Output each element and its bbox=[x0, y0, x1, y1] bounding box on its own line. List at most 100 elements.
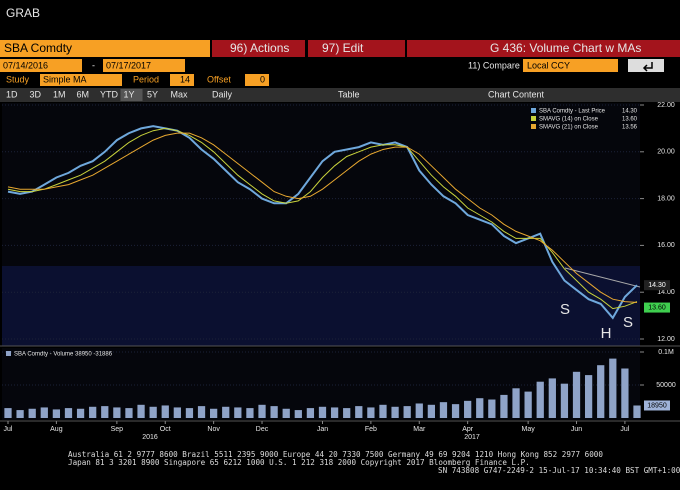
volume-bar bbox=[234, 407, 242, 418]
ticker-field[interactable] bbox=[0, 40, 210, 57]
volume-bar bbox=[318, 406, 327, 418]
year-label: 2016 bbox=[142, 434, 158, 441]
y-tick-label: 0.1M bbox=[658, 349, 674, 356]
x-tick-label: Nov bbox=[207, 426, 220, 433]
value-tag bbox=[644, 302, 670, 313]
range-button[interactable]: 1D bbox=[6, 89, 18, 99]
volume-bar bbox=[572, 371, 581, 418]
title-bar bbox=[407, 40, 680, 57]
volume-bar bbox=[476, 398, 484, 418]
year-label: 2017 bbox=[464, 434, 480, 441]
pattern-label: S bbox=[560, 301, 570, 318]
volume-bar bbox=[125, 408, 133, 418]
x-tick-label: Dec bbox=[256, 426, 269, 433]
moving-average bbox=[7, 132, 638, 303]
period-field[interactable] bbox=[170, 74, 194, 86]
volume-bar bbox=[113, 407, 121, 418]
volume-bar bbox=[379, 404, 387, 418]
x-tick-label: Mar bbox=[413, 426, 426, 433]
x-tick-label: Oct bbox=[160, 426, 171, 433]
y-tick-label: 50000 bbox=[656, 382, 676, 389]
volume-bar bbox=[488, 399, 496, 418]
range-button[interactable]: 1M bbox=[53, 89, 66, 99]
volume-bar bbox=[173, 407, 181, 418]
volume-bar bbox=[560, 383, 569, 418]
offset-label: Offset bbox=[207, 74, 231, 84]
footer-line: SN 743808 G747-2249-2 15-Jul-17 10:34:40… bbox=[438, 466, 680, 475]
volume-bar bbox=[28, 408, 36, 418]
range-button[interactable]: 3D bbox=[30, 89, 42, 99]
actions-label: 96) Actions bbox=[230, 41, 289, 55]
price-line bbox=[7, 125, 638, 320]
range-button[interactable]: 5Y bbox=[147, 89, 158, 99]
end-date: 07/17/2017 bbox=[106, 60, 151, 70]
volume-bar bbox=[64, 408, 73, 418]
legend-swatch bbox=[6, 351, 11, 356]
table-button[interactable]: Table bbox=[338, 89, 360, 99]
pattern-label: H bbox=[601, 325, 612, 342]
pattern-label: S bbox=[623, 314, 633, 331]
value-tag bbox=[644, 400, 670, 411]
volume-bar bbox=[439, 402, 448, 418]
currency-field[interactable] bbox=[523, 59, 618, 72]
x-tick-label: Aug bbox=[50, 426, 63, 433]
volume-bar bbox=[355, 406, 363, 418]
end-date-field[interactable] bbox=[103, 59, 185, 72]
start-date: 07/14/2016 bbox=[3, 60, 48, 70]
volume-bar bbox=[149, 406, 157, 418]
volume-bar bbox=[210, 408, 218, 418]
volume-bar bbox=[76, 408, 85, 418]
volume-bar bbox=[584, 375, 593, 418]
offset-field[interactable] bbox=[245, 74, 269, 86]
volume-bar bbox=[222, 406, 230, 418]
legend-entry: SBA Comdty - Last Price bbox=[539, 109, 606, 115]
study-label: Study bbox=[6, 74, 30, 84]
legend-entry: SMAVG (21) on Close bbox=[539, 125, 599, 131]
actions-button[interactable] bbox=[212, 40, 305, 57]
range-button[interactable]: 6M bbox=[77, 89, 90, 99]
moving-average bbox=[7, 127, 638, 310]
start-date-field[interactable] bbox=[0, 59, 82, 72]
legend-entry: SBA Comdty - Volume 38950 -31886 bbox=[14, 352, 113, 358]
x-tick-label: May bbox=[522, 426, 536, 433]
value-tag bbox=[644, 280, 670, 291]
page-title: G 436: Volume Chart w MAs bbox=[490, 41, 641, 55]
volume-bar bbox=[391, 406, 399, 418]
range-buttons: 1D 3D 1M 6M YTD 1Y 5Y Max bbox=[6, 89, 188, 101]
range-button[interactable]: Max bbox=[171, 89, 189, 99]
price-band bbox=[2, 266, 640, 346]
legend-entry: SMAVG (14) on Close bbox=[539, 117, 599, 123]
volume-bar bbox=[343, 408, 351, 418]
volume-bar bbox=[451, 404, 460, 418]
y-tick-label: 20.00 bbox=[657, 149, 675, 156]
value-tag-label: 14.30 bbox=[648, 282, 666, 289]
range-button[interactable]: 1Y bbox=[124, 89, 135, 99]
function-code: GRAB bbox=[6, 6, 40, 20]
frequency[interactable]: Daily bbox=[212, 89, 233, 99]
volume-bar bbox=[524, 391, 532, 418]
study-field[interactable] bbox=[40, 74, 122, 86]
legend-swatch bbox=[531, 108, 536, 113]
period-label: Period bbox=[133, 74, 159, 84]
chart-content-button[interactable]: Chart Content bbox=[488, 89, 545, 99]
x-tick-label: Jan bbox=[317, 426, 328, 433]
y-tick-label: 14.00 bbox=[657, 289, 675, 296]
volume-bar bbox=[197, 406, 206, 418]
footer-line: Australia 61 2 9777 8600 Brazil 5511 239… bbox=[68, 450, 603, 459]
y-tick-label: 18.00 bbox=[657, 195, 675, 202]
volume-bar bbox=[16, 410, 24, 418]
ticker: SBA Comdty bbox=[4, 41, 72, 55]
volume-bar bbox=[270, 406, 278, 418]
volume-bar bbox=[161, 405, 169, 418]
volume-bar bbox=[367, 407, 375, 418]
value-tag-label: 18950 bbox=[647, 402, 667, 409]
y-tick-label: 22.00 bbox=[657, 102, 675, 109]
edit-button[interactable] bbox=[308, 40, 405, 57]
volume-bar bbox=[427, 404, 435, 418]
legend-swatch bbox=[531, 116, 536, 121]
study: Simple MA bbox=[43, 74, 87, 84]
back-icon bbox=[642, 62, 653, 72]
range-button[interactable]: YTD bbox=[100, 89, 119, 99]
edit-label: 97) Edit bbox=[322, 41, 364, 55]
